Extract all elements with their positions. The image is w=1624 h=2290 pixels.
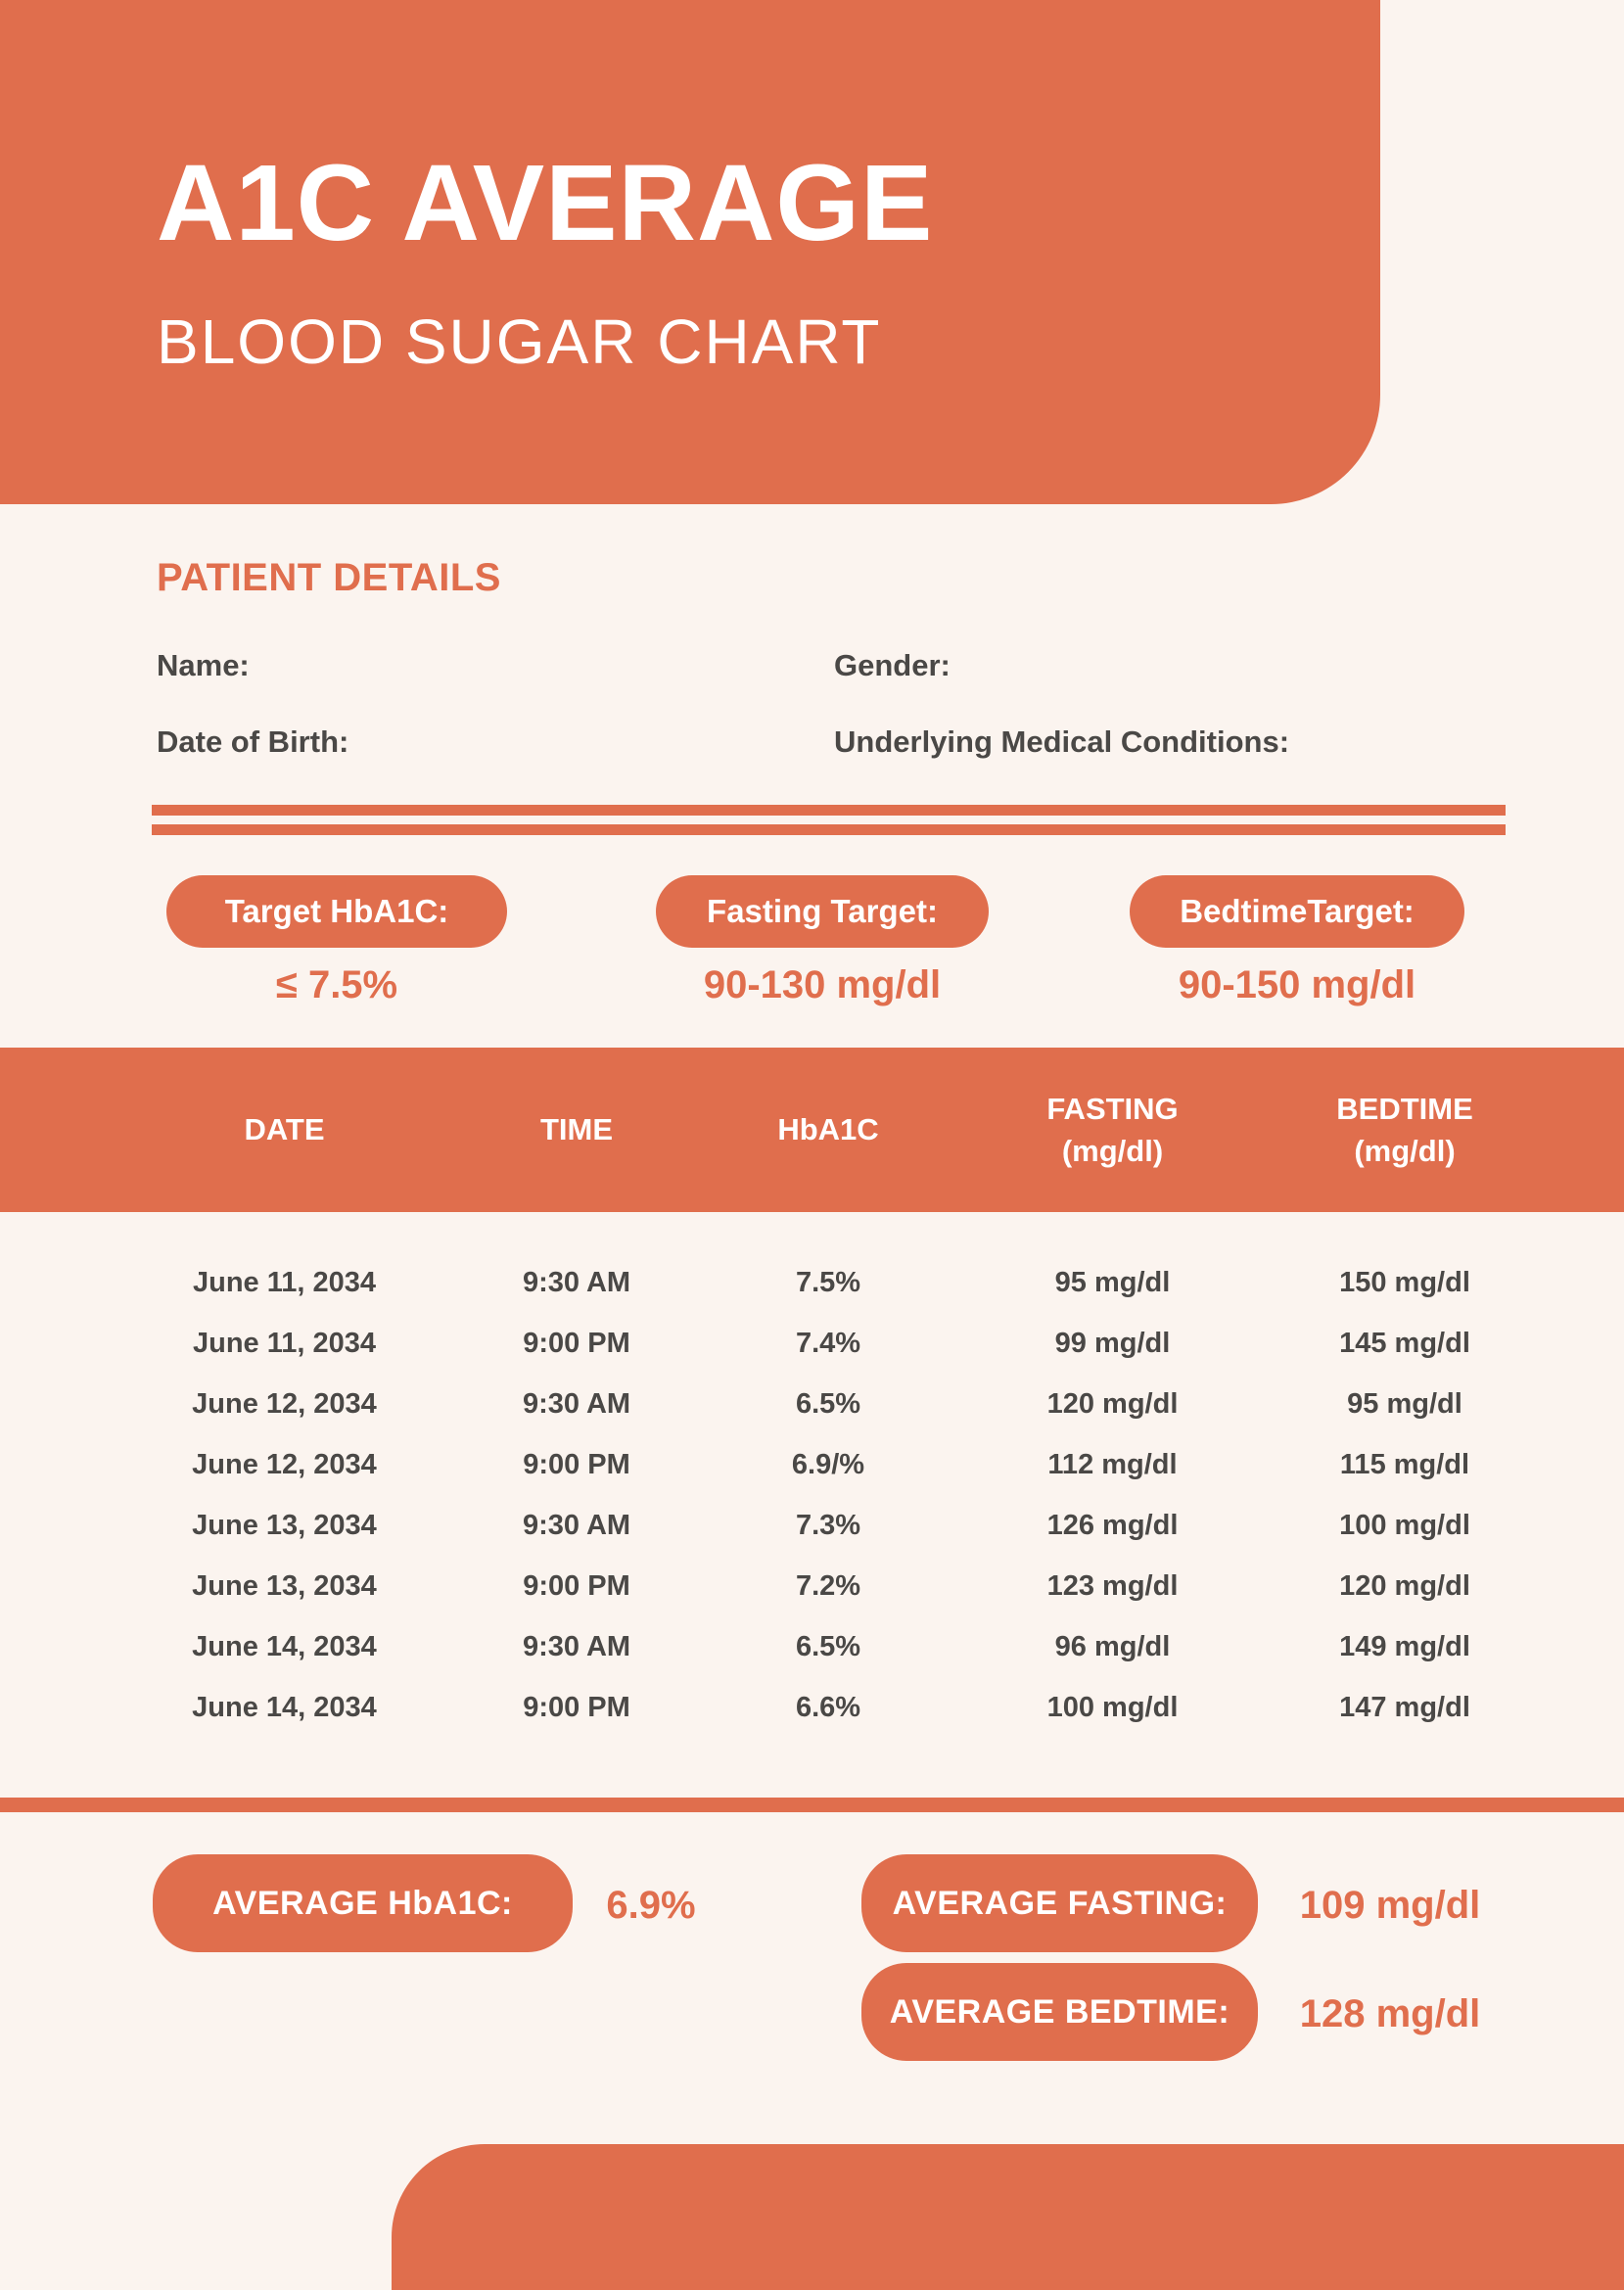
table-cell: 9:00 PM [523, 1327, 630, 1359]
page-title: A1C AVERAGE [157, 143, 934, 263]
column-header-fasting-line2: (mg/dl) [1061, 1134, 1164, 1168]
column-header-time-line1: TIME [539, 1112, 614, 1147]
column-header-time: TIME [455, 1108, 698, 1150]
table-cell: June 13, 2034 [192, 1509, 377, 1541]
average-bedtime-value: 128 mg/dl [1299, 1992, 1481, 2035]
target-hba1c-pill: Target HbA1C: [166, 875, 507, 948]
table-cell: 9:30 AM [522, 1266, 631, 1298]
table-cell: 9:30 AM [522, 1509, 631, 1541]
table-cell: 100 mg/dl [1046, 1691, 1179, 1723]
table-header: DATE TIME HbA1C FASTING (mg/dl) BEDTIME (m… [0, 1048, 1624, 1212]
patient-details-heading: PATIENT DETAILS [157, 556, 501, 599]
average-bedtime-pill: AVERAGE BEDTIME: [861, 1963, 1258, 2061]
table-cell: 7.5% [795, 1266, 861, 1298]
name-label: Name: [157, 648, 250, 682]
average-hba1c-value: 6.9% [606, 1884, 696, 1927]
table-row: June 14, 2034 9:30 AM 6.5% 96 mg/dl 149 mg/d… [0, 1616, 1624, 1677]
target-hba1c-label: Target HbA1C: [224, 893, 449, 929]
column-header-fasting: FASTING (mg/dl) [958, 1088, 1267, 1173]
table-cell: 7.2% [795, 1569, 861, 1602]
double-rule-top [152, 805, 1506, 816]
header-block: A1C AVERAGE BLOOD SUGAR CHART [0, 0, 1380, 504]
table-cell: June 13, 2034 [192, 1569, 377, 1602]
average-bedtime-label: AVERAGE BEDTIME: [889, 1992, 1230, 2031]
table-cell: 6.5% [795, 1387, 861, 1420]
fasting-target-pill: Fasting Target: [656, 875, 989, 948]
column-header-bedtime: BEDTIME (mg/dl) [1267, 1088, 1543, 1173]
table-row: June 14, 2034 9:00 PM 6.6% 100 mg/dl 147 mg/… [0, 1677, 1624, 1738]
column-header-date: DATE [114, 1108, 455, 1150]
double-rule-bottom [152, 824, 1506, 835]
column-header-bedtime-line2: (mg/dl) [1354, 1134, 1456, 1168]
fasting-target-value: 90-130 mg/dl [703, 963, 942, 1006]
table-row: June 11, 2034 9:30 AM 7.5% 95 mg/dl 150 mg/d… [0, 1252, 1624, 1313]
table-row: June 13, 2034 9:00 PM 7.2% 123 mg/dl 120 mg/… [0, 1556, 1624, 1616]
column-header-date-line1: DATE [244, 1112, 325, 1147]
average-fasting-pill: AVERAGE FASTING: [861, 1854, 1258, 1952]
table-row: June 11, 2034 9:00 PM 7.4% 99 mg/dl 145 mg/d… [0, 1313, 1624, 1374]
table-cell: 100 mg/dl [1339, 1509, 1470, 1541]
table-cell: 6.9/% [791, 1448, 865, 1480]
table-cell: 9:30 AM [522, 1630, 631, 1662]
table-cell: June 14, 2034 [192, 1691, 377, 1723]
average-fasting-value: 109 mg/dl [1299, 1884, 1481, 1927]
column-header-hba1c: HbA1C [698, 1108, 958, 1150]
table-cell: 123 mg/dl [1046, 1569, 1179, 1602]
table-cell: 112 mg/dl [1047, 1448, 1178, 1480]
footer-block [392, 2144, 1624, 2290]
table-body: June 11, 2034 9:30 AM 7.5% 95 mg/dl 150 mg/d… [0, 1252, 1624, 1738]
section-divider [0, 1798, 1624, 1812]
table-cell: 150 mg/dl [1339, 1266, 1470, 1298]
column-header-fasting-line1: FASTING [1046, 1091, 1179, 1126]
table-row: June 12, 2034 9:30 AM 6.5% 120 mg/dl 95 mg/d… [0, 1374, 1624, 1434]
bedtime-target-value: 90-150 mg/dl [1178, 963, 1416, 1006]
table-cell: June 11, 2034 [192, 1266, 377, 1298]
date-of-birth-label: Date of Birth: [157, 724, 349, 759]
table-row: June 12, 2034 9:00 PM 6.9/% 112 mg/dl 115 mg… [0, 1434, 1624, 1495]
table-cell: 147 mg/dl [1339, 1691, 1470, 1723]
average-hba1c-label: AVERAGE HbA1C: [212, 1884, 513, 1922]
page-subtitle: BLOOD SUGAR CHART [157, 306, 882, 377]
fasting-target-label: Fasting Target: [707, 893, 938, 929]
target-hba1c-value: ≤ 7.5% [275, 963, 398, 1006]
gender-label: Gender: [834, 648, 951, 682]
table-cell: 9:00 PM [523, 1448, 630, 1480]
table-row: June 13, 2034 9:30 AM 7.3% 126 mg/dl 100 mg/… [0, 1495, 1624, 1556]
table-cell: 95 mg/dl [1054, 1266, 1171, 1298]
table-cell: 120 mg/dl [1339, 1569, 1470, 1602]
table-cell: 7.3% [795, 1509, 861, 1541]
table-cell: 115 mg/dl [1339, 1448, 1470, 1480]
table-cell: 6.5% [795, 1630, 861, 1662]
column-header-hba1c-line1: HbA1C [777, 1112, 879, 1147]
table-cell: 145 mg/dl [1339, 1327, 1470, 1359]
table-cell: 149 mg/dl [1339, 1630, 1470, 1662]
table-cell: 7.4% [795, 1327, 861, 1359]
bedtime-target-pill: BedtimeTarget: [1130, 875, 1464, 948]
table-cell: 9:30 AM [522, 1387, 631, 1420]
average-fasting-label: AVERAGE FASTING: [892, 1884, 1228, 1922]
average-hba1c-pill: AVERAGE HbA1C: [153, 1854, 573, 1952]
table-cell: 9:00 PM [523, 1569, 630, 1602]
medical-conditions-label: Underlying Medical Conditions: [834, 724, 1290, 759]
table-cell: June 11, 2034 [192, 1327, 377, 1359]
table-cell: June 14, 2034 [192, 1630, 377, 1662]
table-cell: June 12, 2034 [192, 1448, 377, 1480]
column-header-bedtime-line1: BEDTIME [1336, 1091, 1473, 1126]
table-cell: 9:00 PM [523, 1691, 630, 1723]
table-cell: June 12, 2034 [192, 1387, 377, 1420]
table-cell: 95 mg/dl [1347, 1387, 1462, 1420]
table-cell: 6.6% [795, 1691, 861, 1723]
table-cell: 96 mg/dl [1054, 1630, 1171, 1662]
table-cell: 99 mg/dl [1054, 1327, 1171, 1359]
table-cell: 126 mg/dl [1046, 1509, 1179, 1541]
bedtime-target-label: BedtimeTarget: [1180, 893, 1415, 929]
table-cell: 120 mg/dl [1046, 1387, 1179, 1420]
